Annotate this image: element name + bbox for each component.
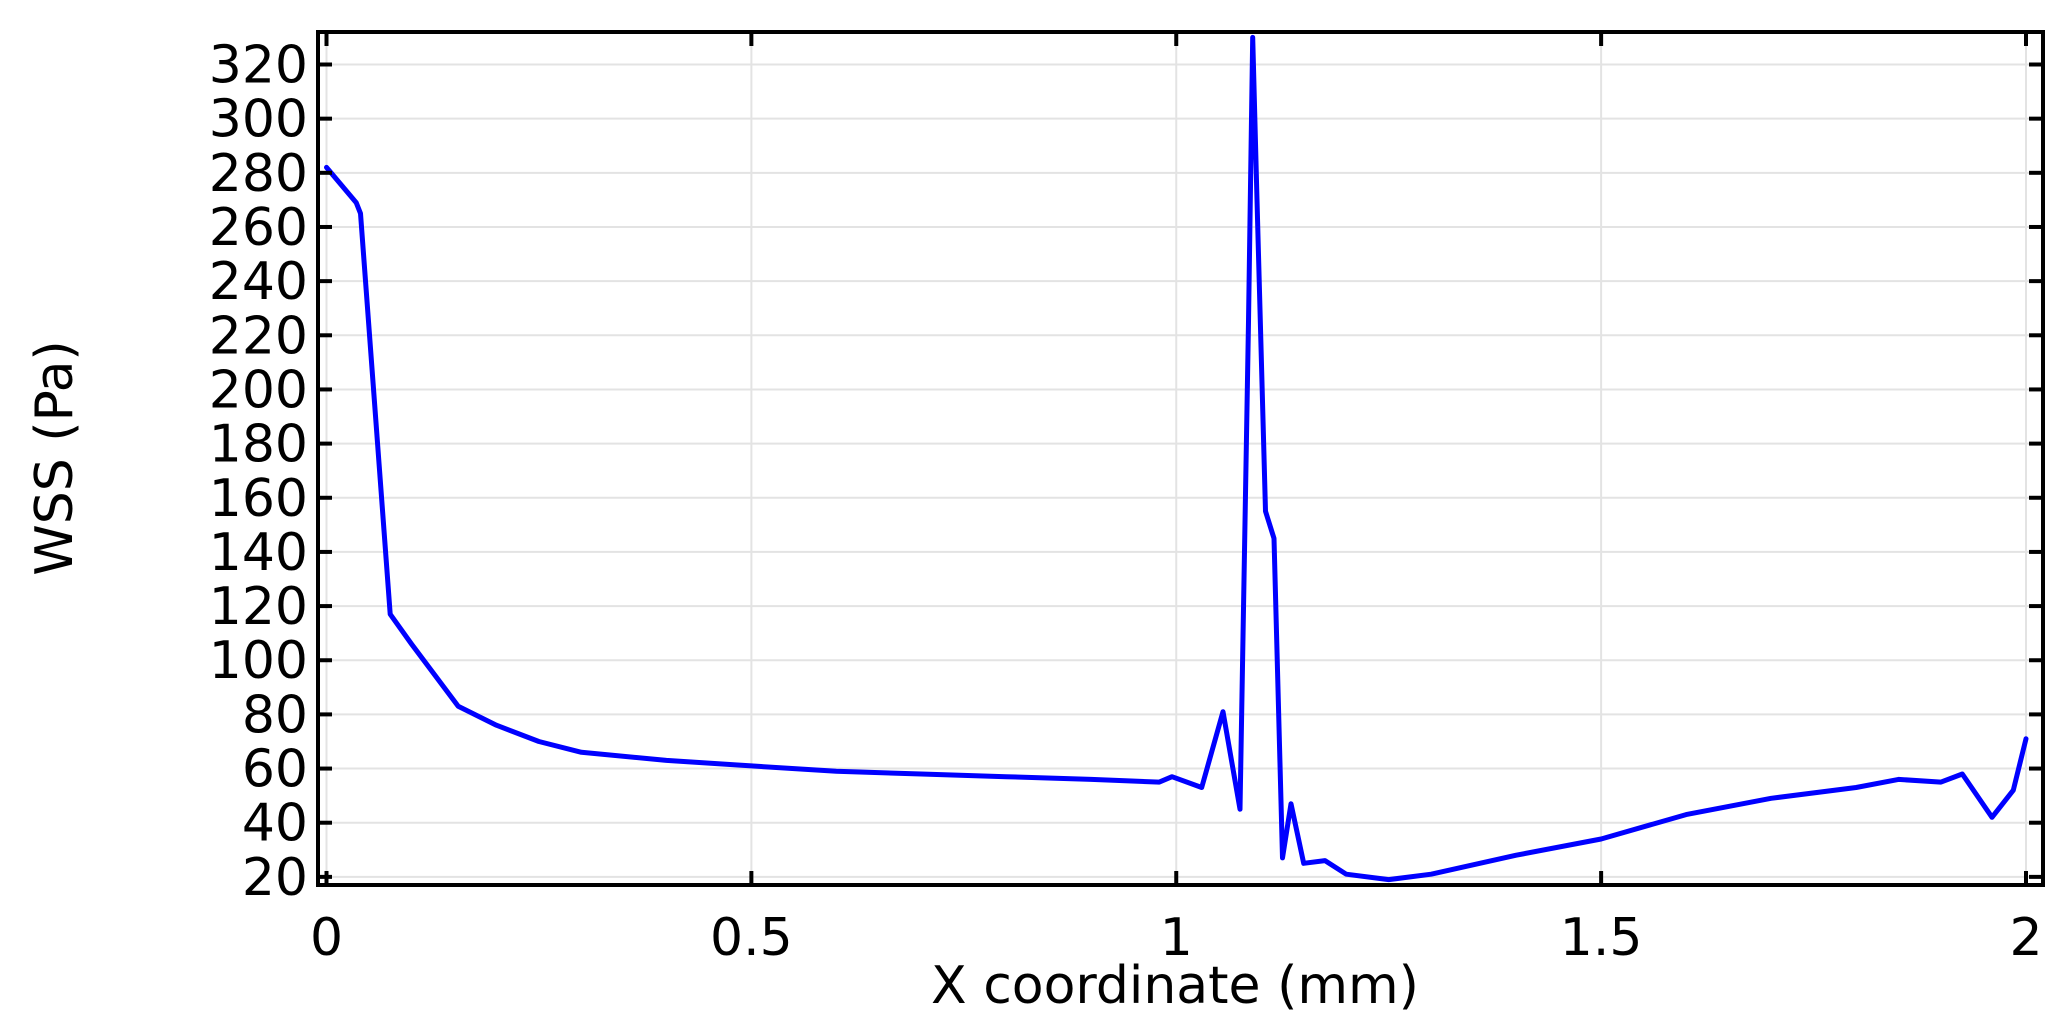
series-layer bbox=[324, 34, 2029, 883]
y-tick-label: 20 bbox=[242, 848, 308, 908]
y-tick-label: 220 bbox=[209, 306, 308, 366]
y-tick-label: 240 bbox=[209, 252, 308, 312]
y-tick-label: 300 bbox=[209, 90, 308, 150]
x-tick-label: 1 bbox=[1160, 908, 1193, 968]
y-tick-label: 60 bbox=[242, 740, 308, 800]
y-tick-label: 160 bbox=[209, 469, 308, 529]
y-tick-labels: 2040608010012014016018020022024026028030… bbox=[209, 35, 308, 907]
y-tick-label: 260 bbox=[209, 198, 308, 258]
y-tick-label: 200 bbox=[209, 360, 308, 420]
y-tick-label: 280 bbox=[209, 144, 308, 204]
y-tick-label: 40 bbox=[242, 794, 308, 854]
x-tick-label: 1.5 bbox=[1560, 908, 1643, 968]
y-tick-label: 180 bbox=[209, 415, 308, 475]
y-axis-title: WSS (Pa) bbox=[25, 340, 85, 575]
y-tick-label: 140 bbox=[209, 523, 308, 583]
x-axis-title: X coordinate (mm) bbox=[931, 956, 1419, 1014]
x-tick-labels: 0 0.5 1 1.5 2 bbox=[310, 908, 2043, 968]
plot-frame bbox=[316, 30, 2045, 887]
grid bbox=[318, 32, 2043, 885]
plot-background bbox=[318, 32, 2043, 885]
ticks bbox=[318, 32, 2043, 885]
y-tick-label: 320 bbox=[209, 35, 308, 95]
y-tick-label: 120 bbox=[209, 577, 308, 637]
x-tick-label: 2 bbox=[2009, 908, 2042, 968]
x-tick-label: 0.5 bbox=[710, 908, 793, 968]
series-line bbox=[324, 34, 2029, 883]
y-tick-label: 80 bbox=[242, 685, 308, 745]
x-tick-label: 0 bbox=[310, 908, 343, 968]
y-tick-label: 100 bbox=[209, 631, 308, 691]
